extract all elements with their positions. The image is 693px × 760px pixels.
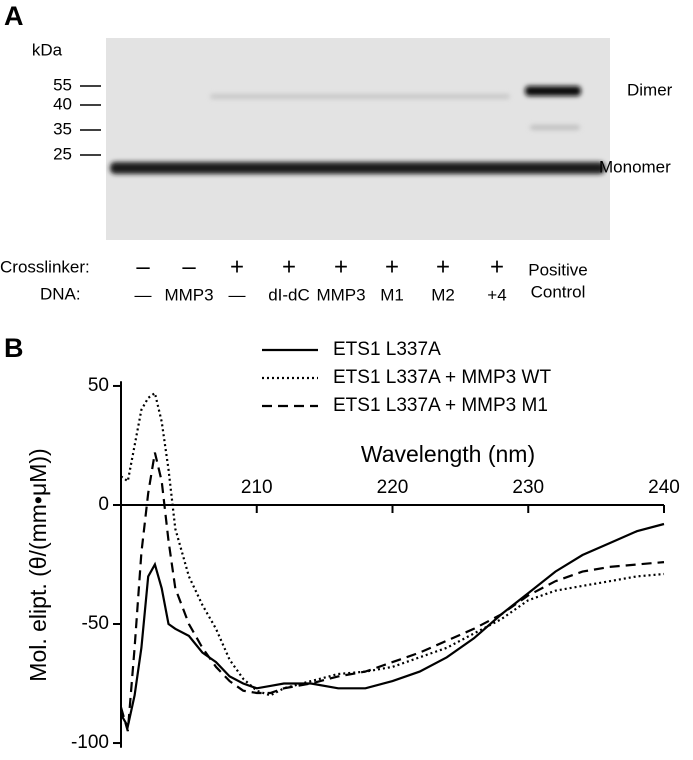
x-axis-label: Wavelength (nm) xyxy=(361,441,535,467)
x-tick-label: 230 xyxy=(512,477,544,498)
dna-label: MMP3 xyxy=(164,285,213,304)
dna-label: M2 xyxy=(431,285,455,304)
lane-label: Positive xyxy=(528,260,588,279)
y-tick-label: -100 xyxy=(71,732,109,753)
crosslinker-sign: + xyxy=(282,253,296,280)
legend-label: ETS1 L337A + MMP3 M1 xyxy=(333,395,548,416)
crosslinker-sign: + xyxy=(385,253,399,280)
dna-label: — xyxy=(229,285,246,304)
data-line xyxy=(119,452,665,732)
blot xyxy=(106,38,610,240)
dna-label: dI-dC xyxy=(268,285,310,304)
y-axis-label: Mol. elipt. (θ/(mm•μM)) xyxy=(25,448,51,681)
legend-label: ETS1 L337A xyxy=(333,339,441,360)
unit-label: kDa xyxy=(32,40,63,59)
data-line xyxy=(120,522,665,730)
y-tick-label: -50 xyxy=(82,613,109,634)
x-tick-label: 210 xyxy=(241,477,273,498)
dna-label: M1 xyxy=(380,285,404,304)
data-line xyxy=(120,391,665,697)
marker-label: 55 xyxy=(53,75,72,94)
y-tick-label: 0 xyxy=(98,494,109,515)
bands xyxy=(110,86,605,174)
dna-label: MMP3 xyxy=(316,285,365,304)
x-tick-label: 220 xyxy=(377,477,409,498)
crosslinker-sign: + xyxy=(490,253,504,280)
legend-label: ETS1 L337A + MMP3 WT xyxy=(333,367,551,388)
crosslinker-sign: – xyxy=(182,253,196,280)
row-label: Crosslinker: xyxy=(0,257,90,276)
x-tick-label: 240 xyxy=(648,477,680,498)
panel-label: A xyxy=(4,1,24,31)
row-label: DNA: xyxy=(40,284,81,303)
crosslinker-sign: – xyxy=(136,253,150,280)
crosslinker-sign: + xyxy=(230,253,244,280)
dimer-band xyxy=(525,86,581,96)
y-tick-label: 50 xyxy=(88,375,109,396)
dna-label: — xyxy=(135,285,152,304)
panel-label: B xyxy=(4,333,24,363)
dna-label: +4 xyxy=(487,285,506,304)
marker-label: 40 xyxy=(53,94,72,113)
marker-label: 25 xyxy=(53,144,72,163)
band-label: Dimer xyxy=(627,80,673,99)
monomer-band xyxy=(110,162,605,174)
faint-band xyxy=(210,94,510,99)
band-label: Monomer xyxy=(599,157,671,176)
crosslinker-sign: + xyxy=(334,253,348,280)
faint-band xyxy=(530,125,580,130)
lane-label: Control xyxy=(531,282,586,301)
marker-label: 35 xyxy=(53,119,72,138)
crosslinker-sign: + xyxy=(436,253,450,280)
